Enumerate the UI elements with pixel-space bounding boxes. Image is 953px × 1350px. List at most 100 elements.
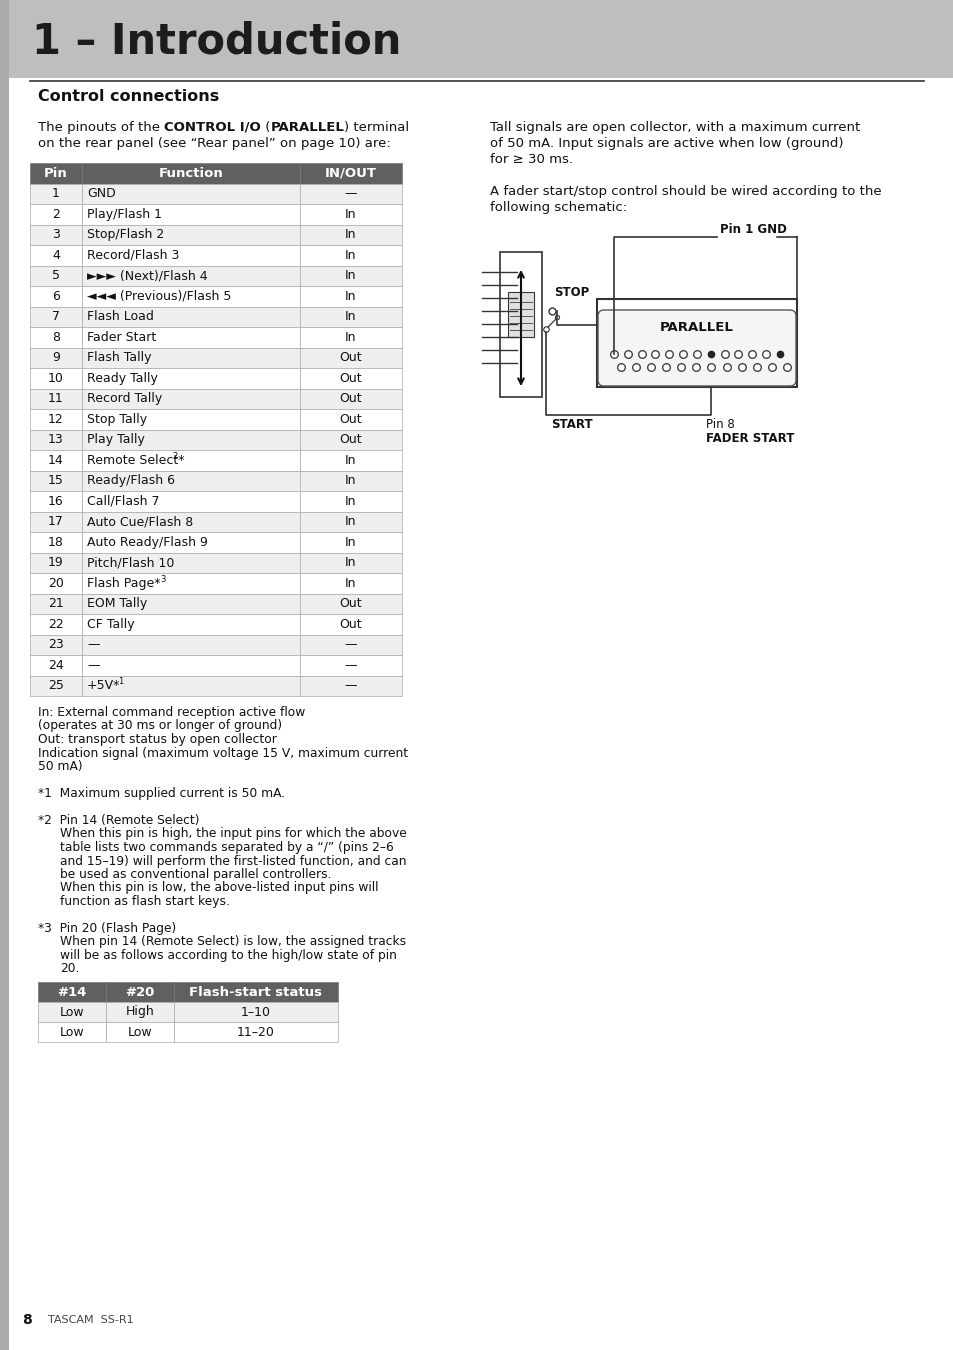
Bar <box>82 286 299 306</box>
Text: In: In <box>345 208 356 221</box>
Text: for ≥ 30 ms.: for ≥ 30 ms. <box>490 153 573 166</box>
Bar <box>30 409 82 429</box>
Text: (: ( <box>261 122 270 134</box>
Bar <box>30 614 82 634</box>
Text: STOP: STOP <box>554 286 589 298</box>
Text: 5: 5 <box>52 269 60 282</box>
Text: on the rear panel (see “Rear panel” on page 10) are:: on the rear panel (see “Rear panel” on p… <box>38 136 391 150</box>
Bar <box>299 491 401 512</box>
Bar <box>82 306 299 327</box>
Text: *3  Pin 20 (Flash Page): *3 Pin 20 (Flash Page) <box>38 922 176 936</box>
Bar <box>30 594 82 614</box>
Bar <box>82 266 299 286</box>
Text: In: In <box>345 290 356 302</box>
Bar <box>82 163 299 184</box>
Text: Auto Ready/Flash 9: Auto Ready/Flash 9 <box>87 536 208 548</box>
Text: Call/Flash 7: Call/Flash 7 <box>87 494 159 508</box>
Bar <box>30 471 82 491</box>
Bar <box>30 450 82 471</box>
Text: In: In <box>345 516 356 528</box>
Bar <box>597 298 796 387</box>
Text: Stop/Flash 2: Stop/Flash 2 <box>87 228 164 242</box>
Text: 24: 24 <box>48 659 64 672</box>
Bar <box>82 614 299 634</box>
Bar <box>82 224 299 244</box>
Text: Fader Start: Fader Start <box>87 331 156 344</box>
Text: 11: 11 <box>48 393 64 405</box>
Text: In: In <box>345 269 356 282</box>
Bar <box>299 204 401 224</box>
Text: Ready Tally: Ready Tally <box>87 371 157 385</box>
Text: Control connections: Control connections <box>38 89 219 104</box>
Bar <box>82 204 299 224</box>
Bar <box>30 429 82 450</box>
Text: Flash Page*: Flash Page* <box>87 576 160 590</box>
Bar <box>30 204 82 224</box>
Bar <box>82 491 299 512</box>
Bar <box>82 471 299 491</box>
Bar <box>106 1022 173 1042</box>
Bar <box>30 286 82 306</box>
Text: 2: 2 <box>172 452 177 460</box>
Bar <box>299 614 401 634</box>
Text: The pinouts of the: The pinouts of the <box>38 122 164 134</box>
Bar <box>82 347 299 369</box>
Text: Function: Function <box>158 167 223 180</box>
Bar <box>299 634 401 655</box>
Text: Out: Out <box>339 618 362 630</box>
Text: 12: 12 <box>48 413 64 425</box>
Text: In: External command reception active flow: In: External command reception active fl… <box>38 706 305 720</box>
Bar <box>30 675 82 697</box>
Bar <box>30 266 82 286</box>
Bar <box>30 184 82 204</box>
Text: Low: Low <box>60 1026 84 1038</box>
Text: —: — <box>344 679 356 693</box>
Text: In: In <box>345 494 356 508</box>
Text: 18: 18 <box>48 536 64 548</box>
Text: 4: 4 <box>52 248 60 262</box>
Bar <box>82 552 299 572</box>
Text: 7: 7 <box>52 310 60 323</box>
Bar <box>30 347 82 369</box>
Bar <box>82 634 299 655</box>
Text: Auto Cue/Flash 8: Auto Cue/Flash 8 <box>87 516 193 528</box>
Bar <box>30 224 82 244</box>
Text: Pitch/Flash 10: Pitch/Flash 10 <box>87 556 174 570</box>
Bar <box>299 655 401 675</box>
Text: following schematic:: following schematic: <box>490 201 626 215</box>
Text: In: In <box>345 248 356 262</box>
Text: 22: 22 <box>48 618 64 630</box>
Bar <box>30 389 82 409</box>
Text: 1–10: 1–10 <box>241 1006 271 1018</box>
Bar <box>82 594 299 614</box>
Text: Low: Low <box>60 1006 84 1018</box>
Bar <box>30 306 82 327</box>
Text: 20: 20 <box>48 576 64 590</box>
Bar <box>299 369 401 389</box>
Bar <box>106 981 173 1002</box>
Text: ) terminal: ) terminal <box>344 122 409 134</box>
Bar <box>299 163 401 184</box>
Text: Out: Out <box>339 413 362 425</box>
Text: In: In <box>345 576 356 590</box>
Text: 17: 17 <box>48 516 64 528</box>
Text: PARALLEL: PARALLEL <box>270 122 344 134</box>
Text: In: In <box>345 310 356 323</box>
Bar <box>82 327 299 347</box>
Text: ►►► (Next)/Flash 4: ►►► (Next)/Flash 4 <box>87 269 208 282</box>
Bar <box>30 244 82 266</box>
Text: 50 mA): 50 mA) <box>38 760 83 774</box>
Bar <box>499 252 541 397</box>
Bar <box>0 0 9 1350</box>
Bar <box>82 389 299 409</box>
Text: In: In <box>345 331 356 344</box>
Bar <box>30 634 82 655</box>
Text: *2  Pin 14 (Remote Select): *2 Pin 14 (Remote Select) <box>38 814 199 828</box>
Text: When this pin is high, the input pins for which the above: When this pin is high, the input pins fo… <box>60 828 406 841</box>
Text: Stop Tally: Stop Tally <box>87 413 147 425</box>
Bar <box>299 594 401 614</box>
Bar <box>82 244 299 266</box>
Bar <box>299 327 401 347</box>
Text: FADER START: FADER START <box>705 432 794 446</box>
Bar <box>82 655 299 675</box>
